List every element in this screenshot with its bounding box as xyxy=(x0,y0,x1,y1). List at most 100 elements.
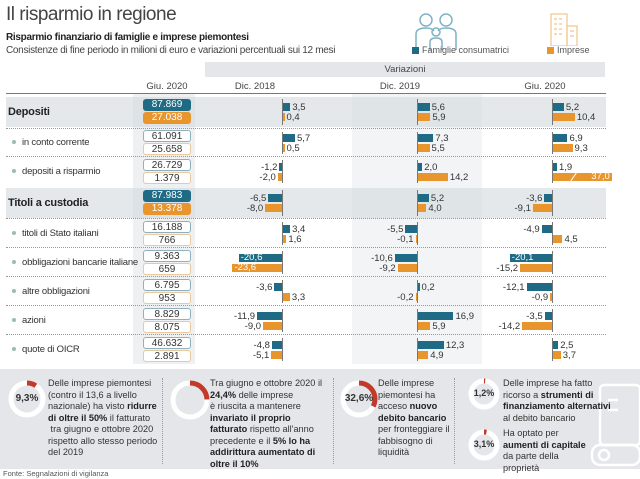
bar-imprese xyxy=(553,234,563,243)
stock-value-famiglie: 87.869 xyxy=(143,99,191,111)
bar-value-label: -0,1 xyxy=(397,233,414,245)
row-separator xyxy=(6,218,606,219)
zero-axis xyxy=(282,160,283,183)
bar-imprese xyxy=(522,321,552,330)
bar-value-label: -4,9 xyxy=(523,223,540,235)
bullet-icon xyxy=(12,317,16,322)
row-label-text: depositi a risparmio xyxy=(22,165,101,177)
row-separator xyxy=(6,334,606,335)
legend-famiglie: Famiglie consumatrici xyxy=(412,45,509,55)
bar-imprese xyxy=(283,144,285,152)
stock-value-famiglie: 87.983 xyxy=(143,190,191,202)
bar-imprese xyxy=(550,292,552,301)
bar-famiglie xyxy=(279,162,282,171)
variazioni-header: Variazioni xyxy=(205,62,605,77)
zero-axis xyxy=(417,280,418,303)
bullet-icon xyxy=(12,168,16,173)
bar-value-label: 5,5 xyxy=(431,143,445,154)
zero-axis xyxy=(417,160,418,183)
bar-famiglie xyxy=(283,103,291,111)
bar-value-label: 3,7 xyxy=(562,349,576,361)
bar-famiglie xyxy=(257,311,282,320)
zero-axis xyxy=(552,132,553,154)
zero-axis xyxy=(552,309,553,332)
bar-imprese xyxy=(277,172,282,181)
zero-axis xyxy=(417,190,418,216)
zero-axis xyxy=(417,309,418,332)
bar-value-label: -11,9 xyxy=(234,310,255,322)
zero-axis xyxy=(552,160,553,183)
zero-axis xyxy=(282,338,283,361)
bar-value-label: 1,6 xyxy=(288,233,302,245)
stock-value-imprese: 13.378 xyxy=(143,203,191,215)
bar-famiglie xyxy=(544,311,552,320)
row-label-text: obbligazioni bancarie italiane xyxy=(22,256,139,268)
bar-imprese xyxy=(283,292,290,301)
donut-chart xyxy=(8,380,46,418)
bar-value-label: -14,2 xyxy=(498,320,521,332)
bar-value-label: 2,0 xyxy=(424,161,438,173)
bar-value-label: 0,4 xyxy=(286,112,300,123)
stock-value-imprese: 8.075 xyxy=(143,320,191,333)
zero-axis xyxy=(282,309,283,332)
row-separator xyxy=(6,247,606,248)
zero-axis xyxy=(282,190,283,216)
bar-famiglie xyxy=(526,282,552,291)
row-label: azioni xyxy=(8,315,46,326)
zero-axis xyxy=(552,280,553,303)
stock-value-famiglie: 6.795 xyxy=(143,278,191,291)
row-label: Depositi xyxy=(8,106,50,118)
bar-famiglie xyxy=(268,194,282,202)
bar-value-label: -12,1 xyxy=(502,281,525,293)
bar-value-label: -3,6 xyxy=(256,281,273,293)
bar-value-label: 5,9 xyxy=(432,320,446,332)
bar-value-label: -0,2 xyxy=(397,291,414,303)
building-icon xyxy=(550,13,578,46)
bar-imprese xyxy=(397,263,417,272)
row-label-text: quote di OICR xyxy=(22,343,80,355)
bar-famiglie xyxy=(418,162,423,171)
fact-text: Delle imprese piemontesi (contro il 13,6… xyxy=(48,378,158,457)
bar-value-label: 7,3 xyxy=(435,133,449,144)
bar-with-label: 37,0 xyxy=(553,171,612,181)
bar-value-label: 0,2 xyxy=(421,281,435,293)
fact-text: Delle imprese ha fatto ricorso a strumen… xyxy=(503,378,611,423)
bar-value-label: 10,4 xyxy=(576,112,596,123)
row-label-text: azioni xyxy=(22,314,46,326)
bar-value-label: -0,9 xyxy=(531,291,549,303)
legend-label: Imprese xyxy=(557,45,590,55)
bar-imprese xyxy=(532,204,552,212)
row-label: altre obbligazioni xyxy=(8,286,90,297)
legend-swatch xyxy=(412,46,419,54)
stock-value-famiglie: 16.188 xyxy=(143,220,191,233)
bar-famiglie xyxy=(283,134,295,142)
donut-percent-label: 32,6% xyxy=(344,393,374,404)
row-label-text: in conto corrente xyxy=(22,137,90,148)
bar-value-label: 5,7 xyxy=(296,133,311,144)
description: Consistenze di fine periodo in milioni d… xyxy=(6,45,336,56)
bar-value-label: 16,9 xyxy=(455,310,474,322)
bar-imprese xyxy=(418,172,448,181)
stock-value-famiglie: 9.363 xyxy=(143,249,191,262)
zero-axis xyxy=(282,251,283,274)
zero-axis xyxy=(282,280,283,303)
bar-value-label: -15,2 xyxy=(496,262,519,274)
bar-imprese xyxy=(553,350,561,359)
bar-famiglie xyxy=(418,134,434,142)
zero-axis xyxy=(552,222,553,245)
bar-famiglie xyxy=(553,103,564,111)
bar-famiglie xyxy=(394,253,417,262)
bar-imprese xyxy=(415,234,417,243)
legend-imprese: Imprese xyxy=(547,45,590,55)
donut-chart xyxy=(468,378,500,410)
bar-value-label: -2,0 xyxy=(259,171,276,183)
bar-imprese xyxy=(418,144,430,152)
fact-separator xyxy=(454,378,455,464)
bar-value-label: 5,2 xyxy=(430,193,445,204)
bar-famiglie xyxy=(418,282,420,291)
bar-value-label: -4,8 xyxy=(253,339,270,351)
bar-famiglie xyxy=(405,224,417,233)
stock-value-famiglie: 26.729 xyxy=(143,158,191,171)
bar-value-label: 9,3 xyxy=(574,143,588,154)
bar-value-label: -8,0 xyxy=(246,203,264,214)
